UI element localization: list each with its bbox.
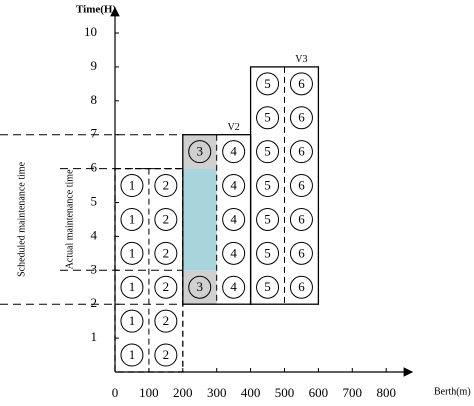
cell-circle: [256, 106, 280, 130]
cell-label: 6: [298, 76, 305, 91]
cell-circle: [256, 275, 280, 299]
cell-circle: [222, 275, 246, 299]
x-tick-label: 700: [343, 385, 363, 400]
cell-circle: [289, 72, 313, 96]
cell-circle: [222, 140, 246, 164]
cell-label: 2: [163, 313, 170, 328]
y-tick-label: 2: [91, 295, 98, 310]
cell-label: 3: [197, 279, 204, 294]
cell-circle: [120, 275, 144, 299]
cell-label: 5: [264, 178, 271, 193]
cell-label: 1: [129, 245, 136, 260]
cell-circle: [120, 343, 144, 367]
y-axis-label: Time(H): [76, 4, 116, 16]
cell-label: 5: [264, 211, 271, 226]
cell-circle: [289, 207, 313, 231]
y-tick-label: 10: [84, 24, 97, 39]
cell-label: 6: [298, 144, 305, 159]
cell-circle: [256, 174, 280, 198]
y-tick-label: 7: [91, 126, 98, 141]
cell-label: 6: [298, 211, 305, 226]
y-tick-label: 5: [91, 193, 98, 208]
cell-circle: [289, 241, 313, 265]
cell-circle: [256, 207, 280, 231]
cell-circle: [289, 174, 313, 198]
cell-label: 6: [298, 279, 305, 294]
y-tick-label: 4: [91, 227, 98, 242]
x-tick-label: 300: [207, 385, 227, 400]
cell-label: 1: [129, 313, 136, 328]
cell-label: 5: [264, 110, 271, 125]
cell-circle: [256, 241, 280, 265]
cell-circle: [289, 275, 313, 299]
maintenance-label: Scheduled maintenance time: [16, 161, 27, 277]
cell-label: 1: [129, 279, 136, 294]
x-tick-label: 500: [275, 385, 295, 400]
cell-label: 2: [163, 245, 170, 260]
x-tick-label: 600: [309, 385, 329, 400]
x-tick-label: 0: [112, 385, 119, 400]
cell-label: 1: [129, 347, 136, 362]
y-tick-label: 6: [91, 160, 98, 175]
cell-circle: [154, 174, 178, 198]
cell-circle: [188, 275, 212, 299]
cell-label: 4: [230, 279, 237, 294]
shade: [182, 168, 217, 271]
cell-label: 6: [298, 110, 305, 125]
x-axis-label: Berth(m): [434, 386, 471, 397]
cell-label: 6: [298, 245, 305, 260]
cell-label: 5: [264, 279, 271, 294]
cell-circle: [120, 309, 144, 333]
maintenance-label: Actual maintenance time: [64, 169, 75, 270]
cell-circle: [120, 174, 144, 198]
cell-label: 3: [197, 144, 204, 159]
cell-circle: [154, 241, 178, 265]
cell-circle: [256, 72, 280, 96]
y-tick-label: 3: [91, 261, 98, 276]
y-tick-label: 8: [91, 92, 98, 107]
cell-label: 4: [230, 245, 237, 260]
cell-label: 2: [163, 347, 170, 362]
x-tick-label: 200: [173, 385, 193, 400]
cell-label: 2: [163, 211, 170, 226]
y-tick-label: 1: [91, 329, 98, 344]
cell-label: 2: [163, 178, 170, 193]
cell-circle: [222, 241, 246, 265]
cell-label: 1: [129, 211, 136, 226]
cell-circle: [222, 207, 246, 231]
cell-circle: [154, 309, 178, 333]
cell-circle: [154, 207, 178, 231]
x-tick-label: 800: [376, 385, 396, 400]
x-tick-label: 100: [139, 385, 159, 400]
cell-circle: [256, 140, 280, 164]
cell-circle: [289, 106, 313, 130]
cell-circle: [222, 174, 246, 198]
cell-circle: [154, 275, 178, 299]
cell-circle: [154, 343, 178, 367]
cell-circle: [289, 140, 313, 164]
cell-label: 5: [264, 76, 271, 91]
cell-circle: [120, 241, 144, 265]
y-tick-label: 9: [91, 58, 98, 73]
x-tick-label: 400: [241, 385, 261, 400]
cell-label: 2: [163, 279, 170, 294]
cell-label: 4: [230, 178, 237, 193]
vessel-label: V3: [295, 54, 307, 65]
cell-label: 6: [298, 178, 305, 193]
cell-circle: [120, 207, 144, 231]
cell-label: 1: [129, 178, 136, 193]
cell-label: 4: [230, 144, 237, 159]
cell-circle: [188, 140, 212, 164]
cell-label: 5: [264, 144, 271, 159]
cell-label: 5: [264, 245, 271, 260]
vessel-label: V2: [227, 122, 239, 133]
cell-label: 4: [230, 211, 237, 226]
